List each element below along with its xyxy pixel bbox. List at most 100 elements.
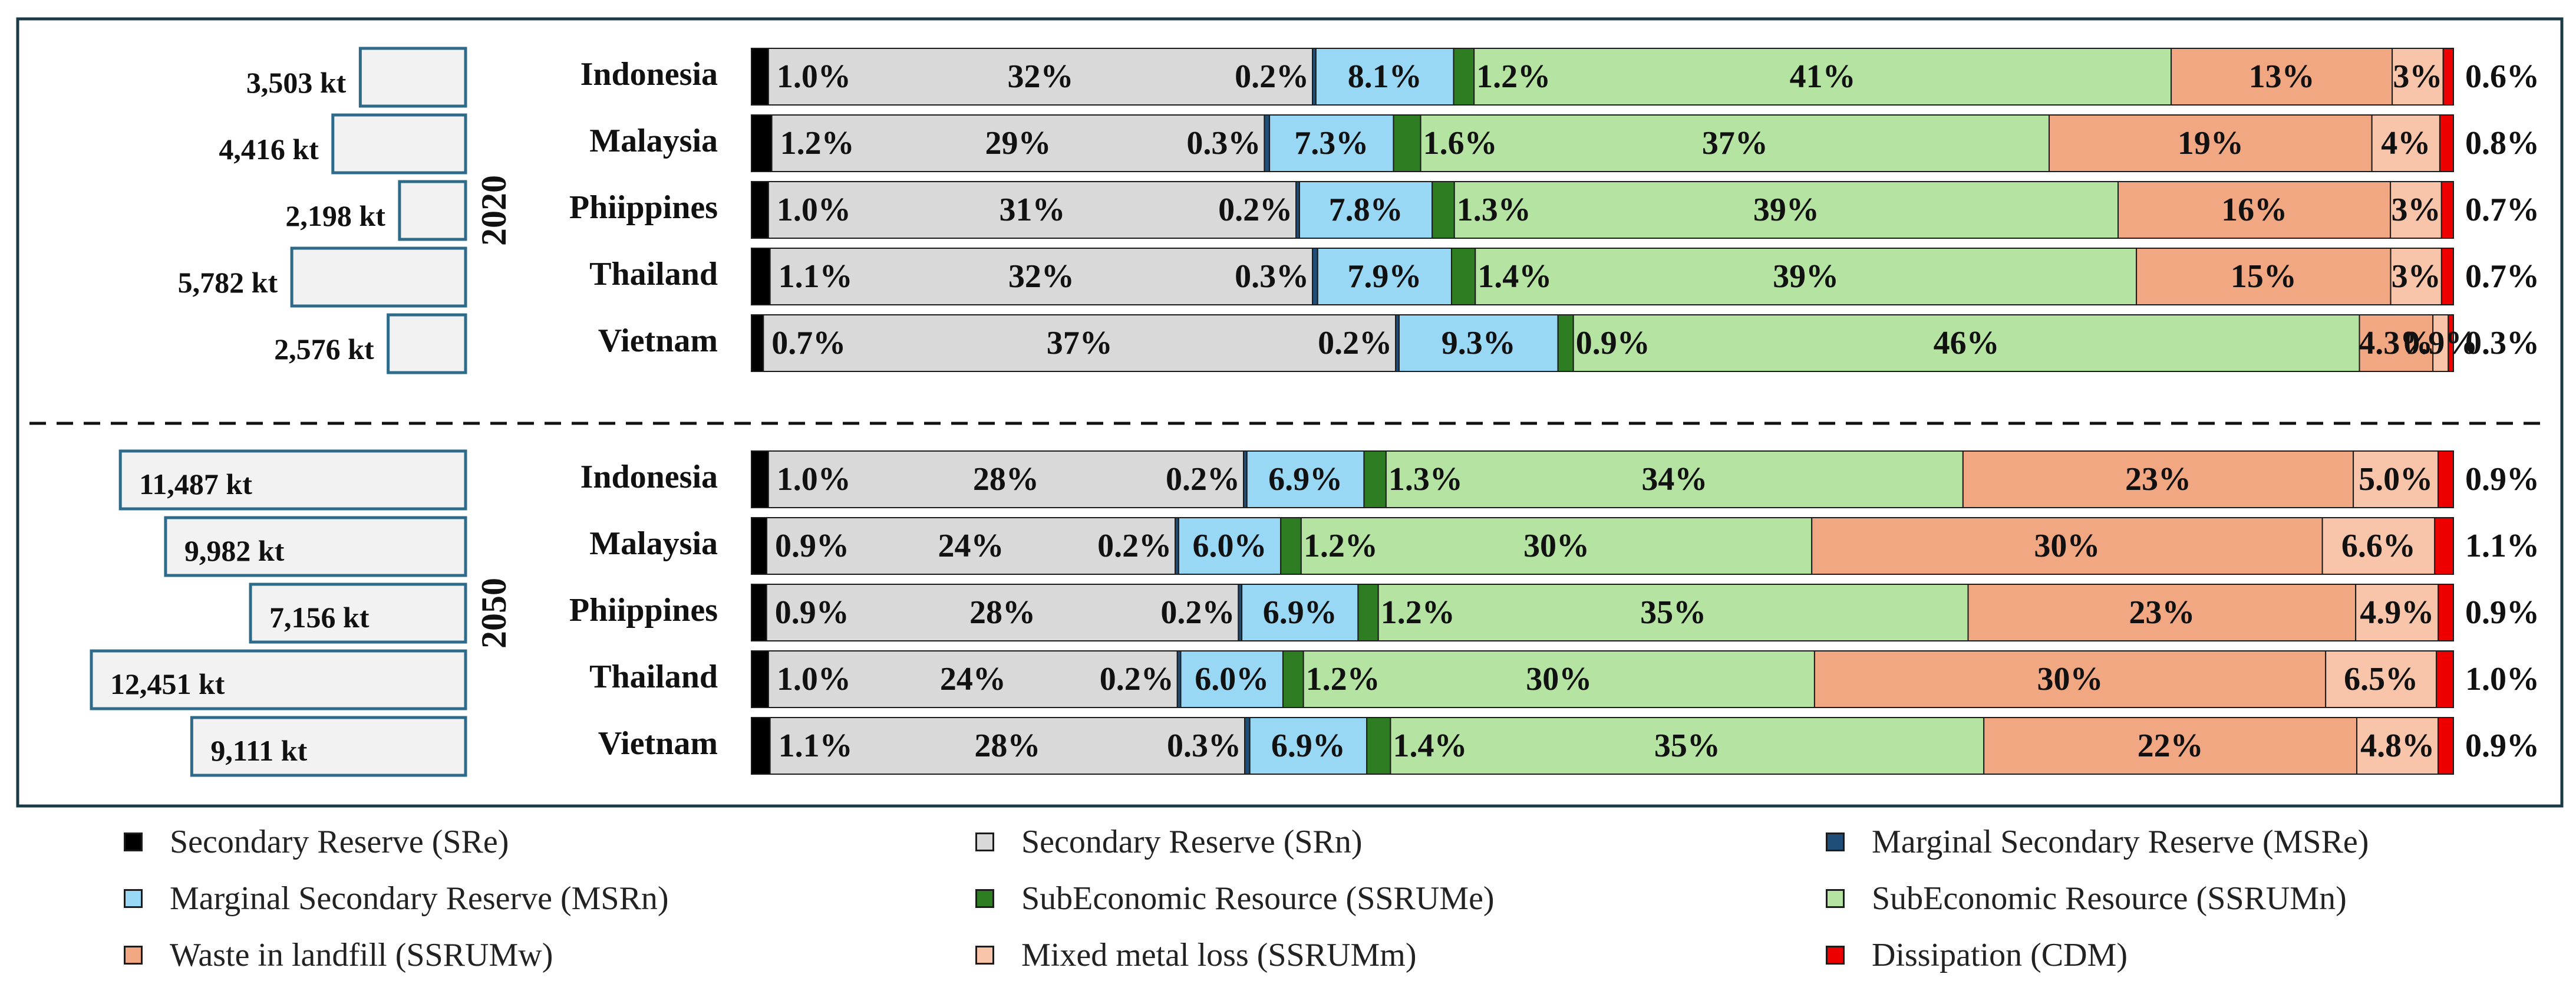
data-label: 0.6% [2465,58,2539,95]
bar-segment-SSRUMn [1377,584,1969,641]
country-label: Malaysia [589,525,718,562]
data-label: 30% [1526,661,1592,697]
bar-segment-SRe [751,181,769,239]
bar-segment-SRn [769,248,1314,305]
data-label: 31% [1000,192,1066,228]
data-label: 28% [974,728,1040,764]
data-label: 7.8% [1329,192,1403,228]
bar-segment-CDM [2440,248,2455,305]
bar-segment-MSRe [1312,248,1318,305]
data-label: 29% [985,125,1051,162]
data-label: 1.2% [1381,594,1455,631]
data-label: 1.4% [1393,728,1467,764]
data-label: 0.9% [2465,461,2539,498]
data-label: 4.3% [2359,325,2433,361]
total-label: 12,451 kt [110,667,225,700]
bar-segment-CDM [2448,314,2455,372]
country-label: Phiippines [569,592,718,629]
data-label: 1.1% [779,728,853,764]
bar-segment-SRe [751,114,773,172]
legend-label: Secondary Reserve (SRn) [1021,824,1363,860]
total-label: 9,111 kt [210,734,307,767]
bar-segment-SRn [767,450,1245,508]
data-label: 35% [1654,728,1720,764]
bar-segment-SSRUMw [2359,314,2434,372]
data-label: 4.9% [2360,594,2434,631]
data-label: 1.2% [1304,528,1378,564]
data-label: 1.6% [1423,125,1498,162]
legend-swatch [975,946,994,965]
bar-segment-SSRUMe [1366,717,1391,775]
data-label: 1.0% [2465,661,2539,697]
bar-segment-MSRn [1298,181,1433,239]
data-label: 1.2% [780,125,855,162]
bar-segment-SSRUMm [2325,650,2438,708]
data-label: 5.0% [2359,461,2433,498]
legend-item-ssrumn: SubEconomic Resource (SSRUMn) [1826,872,2347,925]
data-label: 23% [2129,594,2195,631]
data-label: 3% [2392,258,2441,295]
bar-segment-CDM [2439,114,2454,172]
data-label: 8.1% [1348,58,1422,95]
bar-segment-MSRn [1241,584,1359,641]
total-bar [90,649,467,710]
data-label: 0.2% [1218,192,1292,228]
data-label: 4% [2381,125,2430,162]
bar-segment-SSRUMm [2356,717,2439,775]
bar-segment-SSRUMw [1962,450,2354,508]
data-label: 32% [1007,58,1073,95]
data-label: 28% [973,461,1039,498]
bar-segment-CDM [2442,48,2455,106]
bar-segment-SRn [766,517,1176,575]
bar-segment-SSRUMe [1557,314,1574,372]
legend-swatch [975,833,994,851]
bar-segment-SSRUMm [2390,248,2442,305]
legend-swatch [124,946,143,965]
data-label: 0.9% [1576,325,1650,361]
bar-segment-MSRn [1177,517,1282,575]
country-label: Vietnam [598,323,718,359]
legend-swatch [1826,833,1845,851]
legend-item-sre: Secondary Reserve (SRe) [124,815,509,868]
legend-item-ssrumm: Mixed metal loss (SSRUMm) [975,929,1416,982]
total-label: 2,576 kt [274,333,374,366]
total-label: 11,487 kt [139,468,252,501]
total-bar [118,449,467,511]
legend-item-srn: Secondary Reserve (SRn) [975,815,1363,868]
data-label: 23% [2125,461,2191,498]
bar-segment-CDM [2434,517,2454,575]
data-label: 0.9% [2465,728,2539,764]
data-label: 6.0% [1193,528,1267,564]
legend: Secondary Reserve (SRe) Secondary Reserve… [0,815,2576,992]
bar-segment-SRn [763,314,1397,372]
data-label: 0.8% [2465,125,2539,162]
data-label: 1.0% [777,661,851,697]
data-label: 6.6% [2341,528,2416,564]
data-label: 4.8% [2360,728,2435,764]
data-label: 0.2% [1100,661,1174,697]
data-label: 22% [2138,728,2204,764]
bar-segment-SSRUMn [1390,717,1985,775]
data-label: 0.2% [1318,325,1392,361]
bar-segment-SSRUMm [2390,181,2442,239]
total-label: 5,782 kt [178,266,278,299]
data-label: 35% [1640,594,1706,631]
data-label: 1.3% [1388,461,1463,498]
bar-segment-MSRe [1244,717,1251,775]
legend-label: Waste in landfill (SSRUMw) [170,937,553,973]
bar-segment-CDM [2438,584,2454,641]
legend-label: SubEconomic Resource (SSRUMn) [1872,880,2347,917]
data-label: 46% [1934,325,2000,361]
year-label: 2050 [474,578,513,649]
bar-segment-SSRUMn [1473,48,2172,106]
legend-swatch [124,889,143,908]
total-label: 9,982 kt [184,534,285,567]
data-label: 1.1% [779,258,853,295]
bar-segment-SSRUMw [2136,248,2392,305]
data-label: 6.9% [1263,594,1337,631]
data-label: 0.7% [2465,258,2539,295]
total-bar [190,716,467,777]
bar-segment-SSRUMe [1432,181,1455,239]
data-label: 1.0% [777,58,851,95]
